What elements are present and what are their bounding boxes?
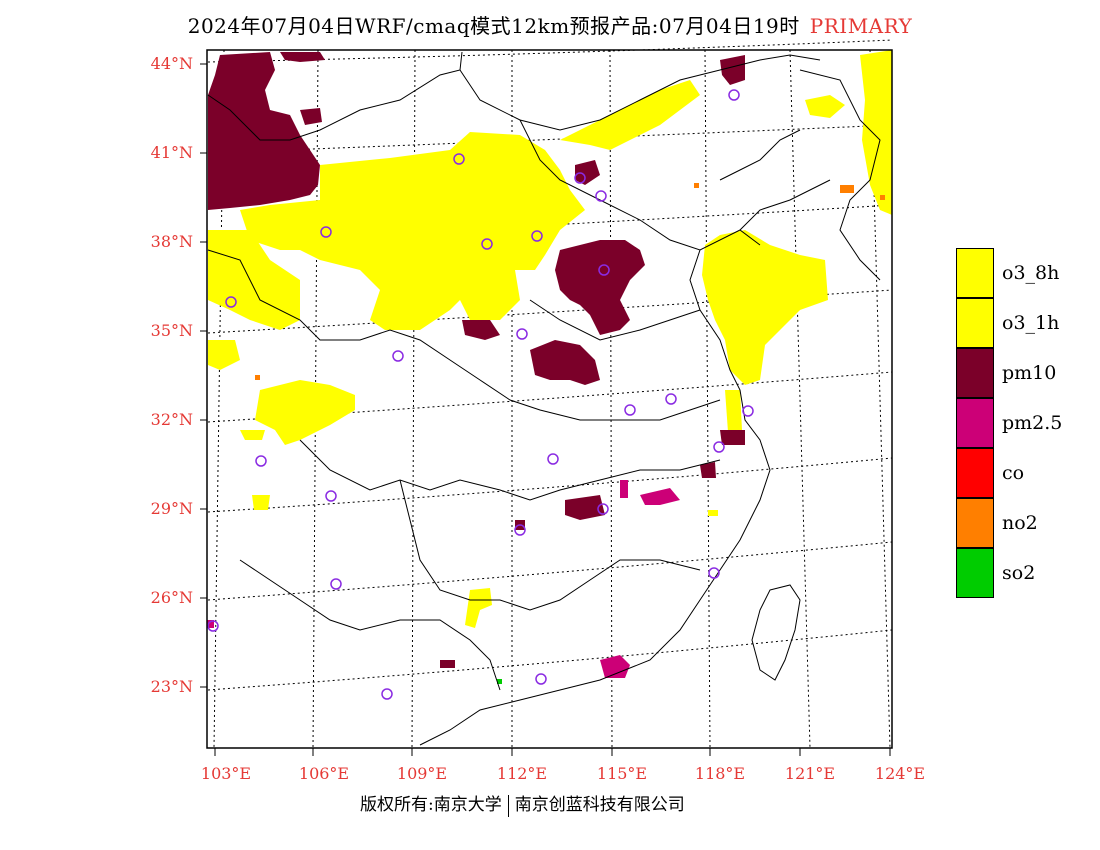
tick-marks xyxy=(200,63,891,756)
lat-label-26: 26°N xyxy=(150,588,193,607)
station-markers xyxy=(207,89,754,700)
legend-label: co xyxy=(1002,462,1025,484)
lon-label-124: 124°E xyxy=(874,764,926,783)
legend-item-no2: no2 xyxy=(956,498,1062,548)
lat-label-41: 41°N xyxy=(150,143,193,162)
title-tag: PRIMARY xyxy=(809,14,913,38)
legend-item-so2: so2 xyxy=(956,548,1062,598)
copyright-footer: 版权所有:南京大学 南京创蓝科技有限公司 xyxy=(360,790,685,817)
legend-item-o3-8h: o3_8h xyxy=(956,248,1062,298)
legend: o3_8h o3_1h pm10 pm2.5 co no2 so2 xyxy=(956,248,1062,598)
lon-label-103: 103°E xyxy=(200,764,252,783)
no2-spots xyxy=(255,183,885,380)
legend-swatch xyxy=(956,398,994,448)
legend-swatch xyxy=(956,498,994,548)
map-title: 2024年07月04日WRF/cmaq模式12km预报产品:07月04日19时 P… xyxy=(0,10,1100,39)
lat-label-32: 32°N xyxy=(150,410,193,429)
legend-item-pm10: pm10 xyxy=(956,348,1062,398)
legend-swatch xyxy=(956,248,994,298)
lon-label-109: 109°E xyxy=(396,764,448,783)
map-frame xyxy=(206,49,893,749)
copyright-right: 南京创蓝科技有限公司 xyxy=(514,795,685,815)
lon-label-118: 118°E xyxy=(694,764,746,783)
legend-swatch xyxy=(956,548,994,598)
legend-label: pm2.5 xyxy=(1002,412,1063,434)
lat-label-23: 23°N xyxy=(150,677,193,696)
legend-item-pm25: pm2.5 xyxy=(956,398,1062,448)
lat-label-29: 29°N xyxy=(150,499,193,518)
legend-swatch xyxy=(956,298,994,348)
lat-label-35: 35°N xyxy=(150,321,193,340)
legend-label: so2 xyxy=(1002,562,1036,584)
legend-item-o3-1h: o3_1h xyxy=(956,298,1062,348)
legend-swatch xyxy=(956,348,994,398)
legend-label: pm10 xyxy=(1002,362,1057,384)
legend-label: o3_8h xyxy=(1002,262,1060,284)
legend-label: no2 xyxy=(1002,512,1038,534)
boundaries xyxy=(207,51,881,746)
title-main: 2024年07月04日WRF/cmaq模式12km预报产品:07月04日19时 xyxy=(187,14,800,38)
lon-label-106: 106°E xyxy=(298,764,350,783)
o3-regions xyxy=(208,50,892,628)
legend-label: o3_1h xyxy=(1002,312,1060,334)
lon-label-115: 115°E xyxy=(596,764,648,783)
so2-spot xyxy=(497,679,502,684)
lon-label-121: 121°E xyxy=(784,764,836,783)
copyright-left: 版权所有:南京大学 xyxy=(360,795,502,815)
lat-label-38: 38°N xyxy=(150,232,193,251)
lat-label-44: 44°N xyxy=(150,54,193,73)
footer-separator xyxy=(507,794,509,817)
legend-swatch xyxy=(956,448,994,498)
pm10-regions xyxy=(208,52,745,668)
lon-label-112: 112°E xyxy=(496,764,548,783)
legend-item-co: co xyxy=(956,448,1062,498)
pm25-regions xyxy=(207,480,680,678)
